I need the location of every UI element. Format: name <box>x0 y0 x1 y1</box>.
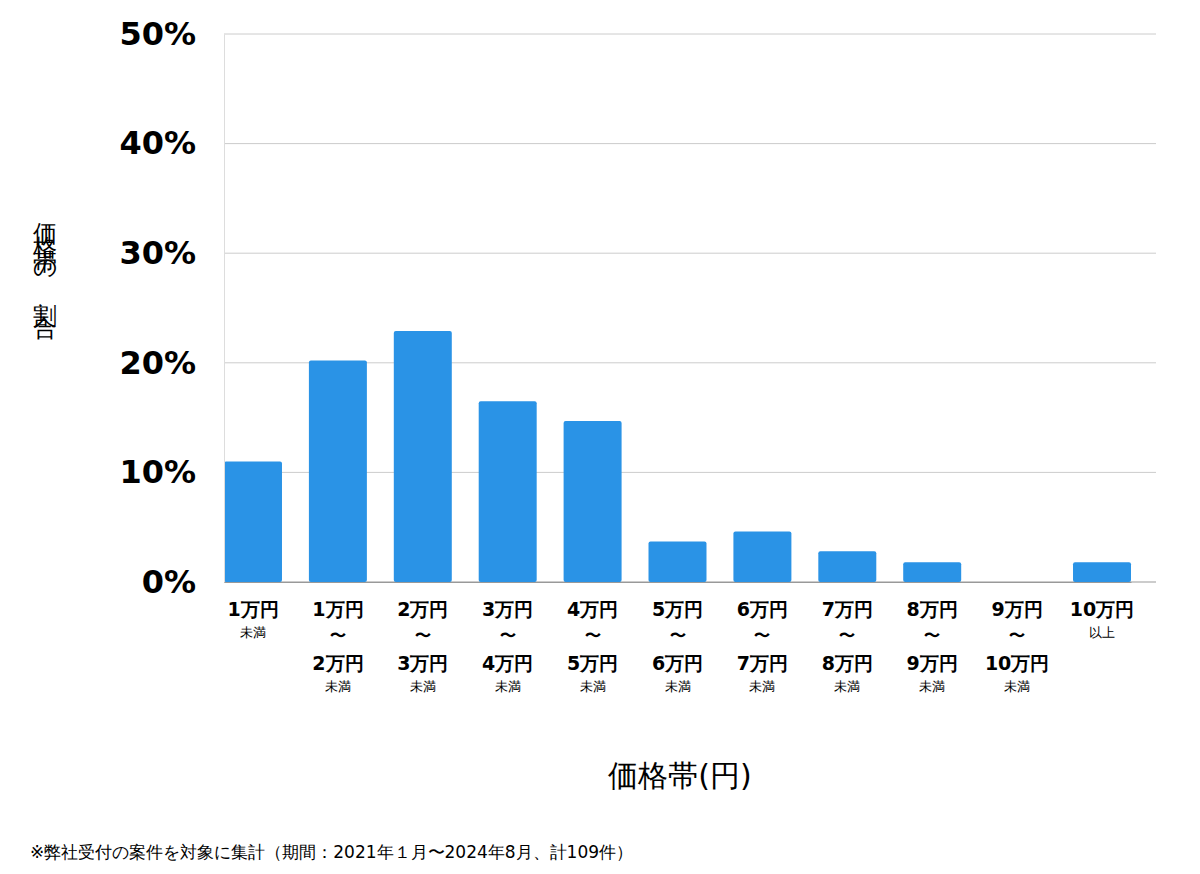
grid-line <box>224 34 1156 35</box>
x-tick-label: 3万円〜4万円未満 <box>482 598 533 694</box>
x-tick: 2万円〜3万円未満 <box>397 582 448 694</box>
x-tick: 1万円未満 <box>227 582 278 640</box>
y-tick: 20% <box>119 344 224 382</box>
x-tick: 5万円〜6万円未満 <box>652 582 703 694</box>
x-tick: 3万円〜4万円未満 <box>482 582 533 694</box>
bar <box>479 401 537 582</box>
x-axis-title: 価格帯(円) <box>608 758 751 793</box>
x-tick-label: 6万円〜7万円未満 <box>737 598 788 694</box>
bar <box>309 361 367 582</box>
y-tick-label: 50% <box>119 15 196 53</box>
y-tick-label: 0% <box>142 563 196 601</box>
x-tick: 8万円〜9万円未満 <box>907 582 958 694</box>
x-tick: 7万円〜8万円未満 <box>822 582 873 694</box>
x-tick-label: 7万円〜8万円未満 <box>822 598 873 694</box>
bar <box>224 461 282 582</box>
x-tick-label: 10万円以上 <box>1070 598 1134 640</box>
x-tick: 6万円〜7万円未満 <box>737 582 788 694</box>
chart: 0% 10% 20% 30% 40% 50% 1万円未満 1万円〜2万円未満 2万円〜3万円未満… <box>0 0 1200 874</box>
x-tick: 10万円以上 <box>1070 582 1134 640</box>
y-tick: 40% <box>119 124 224 162</box>
y-tick: 30% <box>119 234 224 272</box>
y-tick: 10% <box>119 453 224 491</box>
x-tick-label: 8万円〜9万円未満 <box>907 598 958 694</box>
x-axis: 1万円未満 1万円〜2万円未満 2万円〜3万円未満 3万円〜4万円未満 4万円〜5万円未… <box>225 582 1135 694</box>
y-tick-label: 30% <box>119 234 196 272</box>
bars <box>224 331 1131 582</box>
note: ※弊社受付の案件を対象に集計（期間：2021年１月〜2024年8月、計109件） <box>30 842 633 862</box>
y-tick: 0% <box>142 563 224 601</box>
x-tick-label: 1万円〜2万円未満 <box>312 598 363 694</box>
x-tick: 4万円〜5万円未満 <box>567 582 618 694</box>
bar <box>988 582 1046 583</box>
bar <box>903 562 961 582</box>
y-axis-line <box>224 35 225 583</box>
grid-line <box>224 143 1156 144</box>
bar <box>564 421 622 582</box>
bar <box>649 541 707 582</box>
bar <box>394 331 452 582</box>
y-tick-label: 40% <box>119 124 196 162</box>
x-tick-label: 2万円〜3万円未満 <box>397 598 448 694</box>
bar <box>1073 562 1131 582</box>
x-tick-label: 4万円〜5万円未満 <box>567 598 618 694</box>
x-tick: 1万円〜2万円未満 <box>312 582 363 694</box>
y-tick-label: 10% <box>119 453 196 491</box>
bar <box>733 532 791 582</box>
x-axis-line <box>225 582 1132 583</box>
grid <box>224 34 1156 582</box>
y-axis: 0% 10% 20% 30% 40% 50% <box>119 15 224 601</box>
y-tick: 50% <box>119 15 224 53</box>
bar <box>818 551 876 582</box>
x-tick-label: 9万円〜10万円未満 <box>985 598 1049 694</box>
x-tick: 9万円〜10万円未満 <box>985 582 1049 694</box>
grid-line <box>224 253 1156 254</box>
x-tick-label: 1万円未満 <box>227 598 278 640</box>
y-axis-title: 価格帯の割合 <box>31 204 59 340</box>
y-tick-label: 20% <box>119 344 196 382</box>
x-tick-label: 5万円〜6万円未満 <box>652 598 703 694</box>
